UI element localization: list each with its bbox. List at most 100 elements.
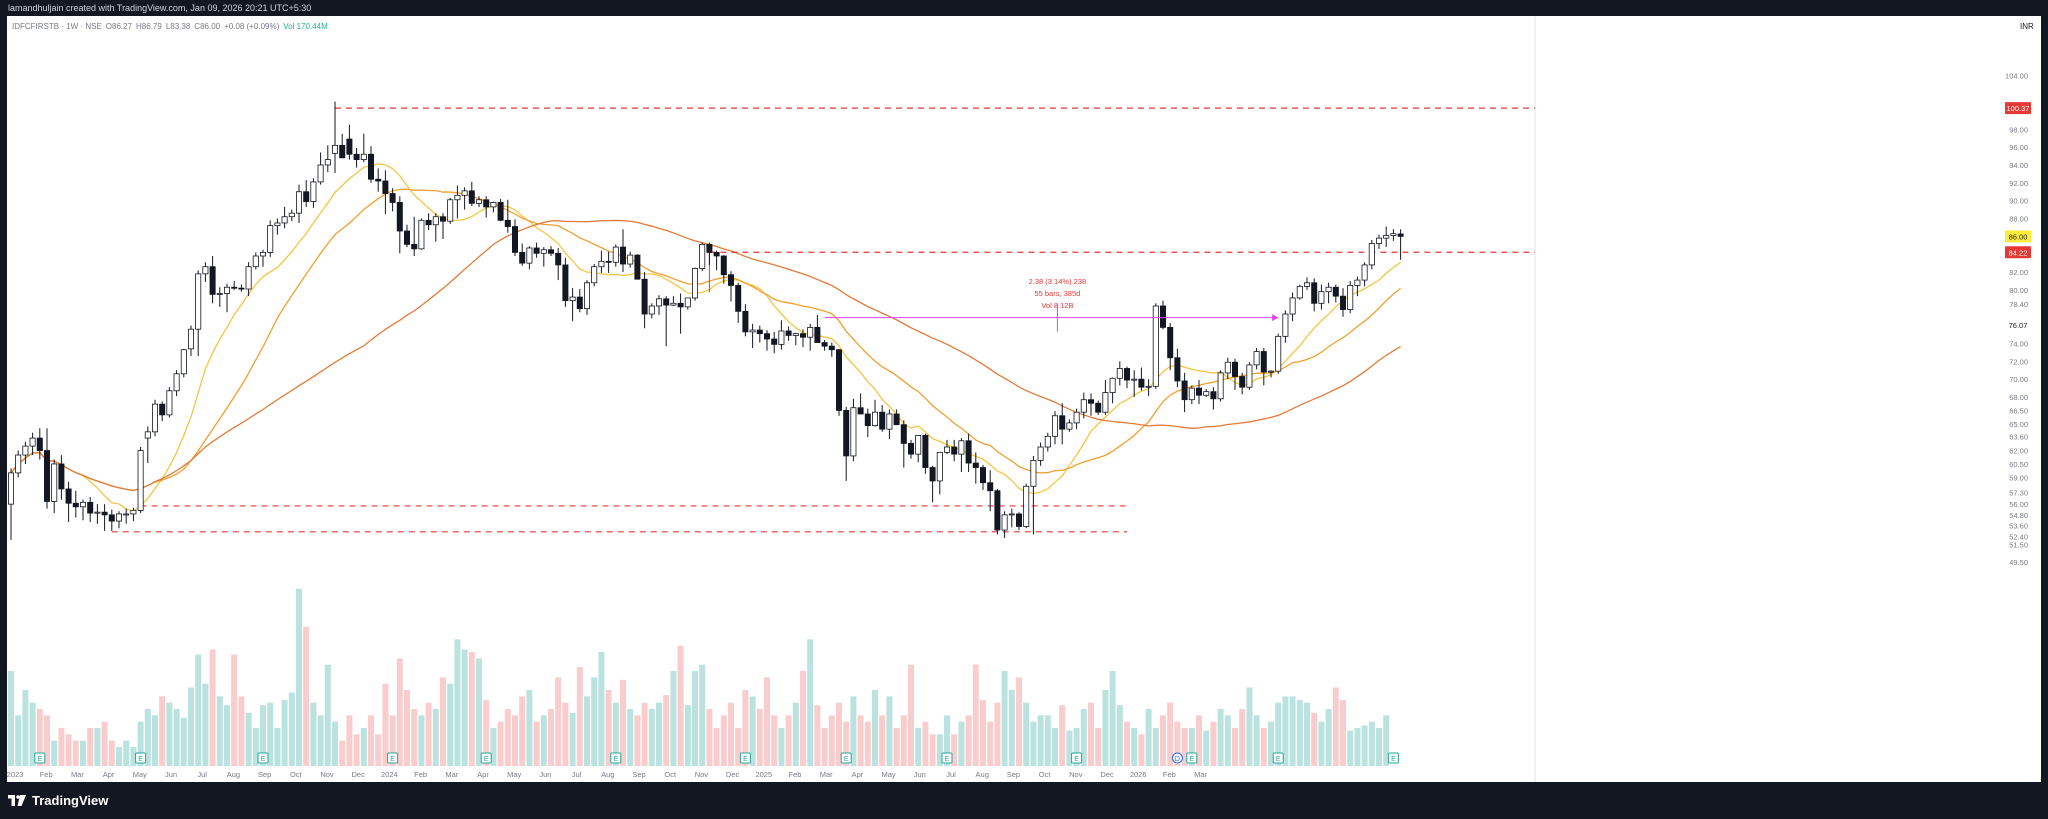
candle-body [1102,392,1109,413]
candle-body [792,333,799,336]
y-tick-label: 78.40 [2009,300,2028,309]
volume-bar [706,709,713,766]
volume-bar [576,667,583,766]
candle-body [922,435,929,468]
volume-bar [425,702,432,766]
volume-bar [1095,728,1102,766]
candle-body [324,159,331,166]
candle-body [1318,291,1325,304]
candle-body [130,509,137,515]
y-tick-label: 88.00 [2009,215,2028,224]
volume-bar [620,679,626,766]
candle-body [785,330,792,336]
candle-body [288,212,295,218]
price-label-text: 76.07 [2009,321,2028,330]
volume-bar [130,747,137,766]
x-tick-label: Jun [914,770,926,779]
candle-body [432,216,439,226]
volume-bar [980,700,986,766]
candle-body [843,410,850,457]
x-tick-label: Jul [197,770,207,779]
price-chart[interactable]: 2.38 (3.14%) 238 55 bars, 385d Vol 8.12B 49… [0,0,2048,782]
volume-bar [720,715,727,766]
volume-bar [713,728,720,766]
candle-body [706,243,713,253]
volume-bar [656,702,662,766]
x-tick-label: Mar [445,770,458,779]
volume-bar [216,696,223,766]
event-marker-label: E [390,756,395,763]
candle-body [1008,513,1015,516]
candle-body [44,450,51,502]
candle-body [252,255,259,268]
currency-label[interactable]: INR [2020,22,2034,31]
volume-bar [1138,734,1145,766]
y-tick-label: 68.00 [2009,393,2028,402]
symbol-name[interactable]: IDFCFIRSTB · 1W · NSE [12,22,102,31]
candle-body [713,252,720,257]
volume-bar [936,734,943,766]
candle-body [267,225,274,253]
candle-body [389,193,396,203]
price-label-box [2005,102,2031,115]
dividend-marker [1171,752,1183,764]
y-tick-label: 96.00 [2009,143,2028,152]
candle-body [245,266,252,290]
volume-bar [504,709,511,766]
y-tick-label: 54.80 [2009,511,2028,520]
volume-bar [663,695,670,766]
volume-bar [346,715,353,766]
volume-bar [1383,715,1390,766]
candle-body [821,342,828,347]
volume-bar [288,692,295,766]
candle-body [195,273,202,330]
volume-bar [411,709,418,766]
event-marker-label: E [613,756,618,763]
volume-bar [202,683,209,766]
volume-bar [8,671,14,766]
volume-bar [396,658,403,766]
volume-bar [692,671,698,766]
volume-bar [814,705,821,766]
event-marker-label: E [743,756,748,763]
candle-body [1181,380,1188,401]
candle-body [1196,387,1203,396]
candle-body [591,266,598,284]
event-marker-label: E [138,756,143,763]
volume-bar [166,702,173,766]
volume-bar [929,734,936,766]
candle-body [180,349,187,375]
candle-body [1340,295,1347,310]
candle-body [951,446,958,455]
candle-body [439,216,446,222]
volume-bar [296,588,302,766]
candle-body [1088,399,1095,404]
volume-bar [807,639,814,766]
candle-body [512,226,519,253]
volume-bar [1361,725,1368,766]
candle-body [94,511,101,514]
candle-body [684,297,691,308]
x-tick-label: 2024 [381,770,398,779]
x-tick-label: Nov [320,770,334,779]
volume-bar [562,702,569,766]
symbol-info-bar: IDFCFIRSTB · 1W · NSE O86.27 H86.79 L83.… [12,22,328,34]
volume-bar [1311,712,1318,766]
y-tick-label: 65.00 [2009,420,2028,429]
earnings-marker [941,752,953,764]
candle-body [1095,402,1102,413]
chart-frame[interactable] [7,16,2041,782]
candle-body [151,403,158,433]
candle-body [1354,279,1361,286]
x-tick-label: Dec [1100,770,1114,779]
volume-bar [65,734,72,766]
price-label-box [2005,230,2031,243]
candle-body [36,437,43,451]
candle-body [461,190,468,196]
earnings-marker [1071,752,1083,764]
y-tick-label: 63.60 [2009,432,2028,441]
volume-bar [699,664,706,766]
ohlc-change: +0.08 (+0.09%) [224,22,280,31]
candle-body [65,488,72,504]
candle-body [1311,282,1318,304]
